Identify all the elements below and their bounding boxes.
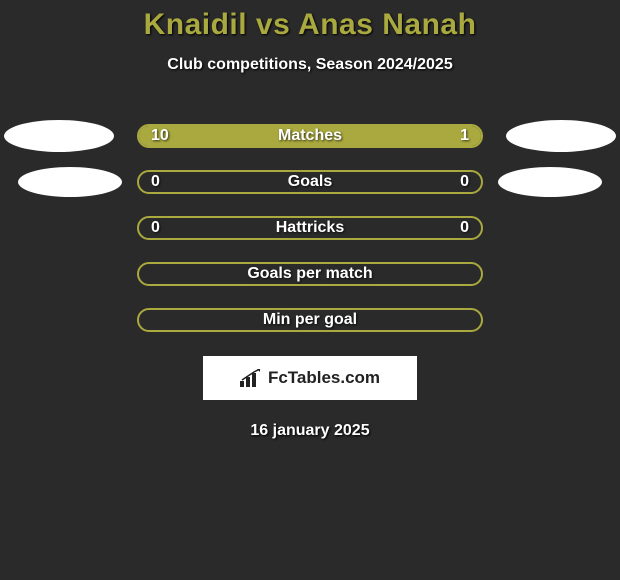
logo-box: FcTables.com [203,356,417,400]
stat-row: 101Matches [0,124,620,148]
stat-row: Goals per match [0,262,620,286]
player-avatar-left [4,120,114,152]
player-avatar-right [506,120,616,152]
stat-label: Min per goal [139,310,481,330]
page-subtitle: Club competitions, Season 2024/2025 [0,56,620,74]
comparison-rows: 101Matches 00Goals 00Hattricks Goals per ma… [0,124,620,332]
page-title: Knaidil vs Anas Nanah [0,0,620,42]
date-text: 16 january 2025 [0,422,620,440]
player-avatar-right [498,167,602,197]
stat-bar: 00Goals [137,170,483,194]
stat-row: Min per goal [0,308,620,332]
stat-bar: 00Hattricks [137,216,483,240]
player-avatar-left [18,167,122,197]
stat-row: 00Goals [0,170,620,194]
stat-label: Hattricks [139,218,481,238]
stat-bar: 101Matches [137,124,483,148]
fctables-logo-icon [240,369,262,387]
stat-label: Matches [139,126,481,146]
stat-label: Goals per match [139,264,481,284]
stat-bar: Goals per match [137,262,483,286]
logo-text: FcTables.com [268,368,380,388]
stat-bar: Min per goal [137,308,483,332]
stat-label: Goals [139,172,481,192]
stat-row: 00Hattricks [0,216,620,240]
